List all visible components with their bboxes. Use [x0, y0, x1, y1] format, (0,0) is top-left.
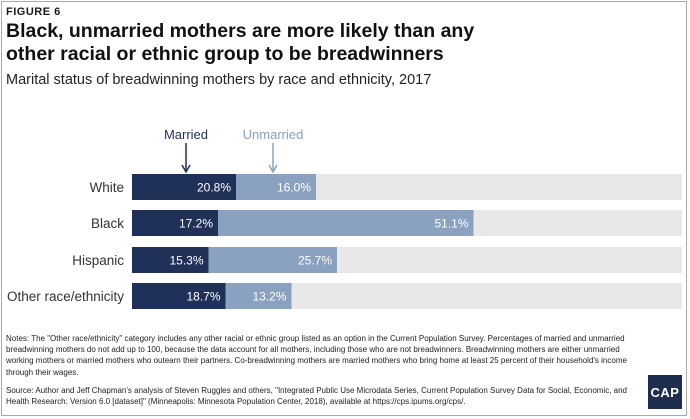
chart-source: Source: Author and Jeff Chapman's analys…	[6, 386, 627, 407]
value-label-married-other-race-ethnicity: 18.7%	[186, 290, 220, 304]
value-label-married-white: 20.8%	[197, 181, 231, 195]
bar-married-white	[132, 174, 236, 200]
category-label-white: White	[89, 180, 124, 195]
legend-unmarried-arrowhead	[268, 164, 278, 174]
chart-subtitle: Marital status of breadwinning mothers b…	[6, 72, 432, 88]
value-label-married-black: 17.2%	[179, 217, 213, 231]
bar-married-black	[132, 210, 218, 236]
category-label-hispanic: Hispanic	[72, 253, 124, 268]
chart-notes: Notes: The "Other race/ethnicity" catego…	[6, 334, 627, 377]
legend-unmarried: Unmarried	[243, 127, 304, 142]
chart-title: Black, unmarried mothers are more likely…	[6, 20, 475, 65]
value-label-married-hispanic: 15.3%	[169, 254, 203, 268]
category-label-other-race-ethnicity: Other race/ethnicity	[7, 289, 124, 304]
bar-married-hispanic	[132, 247, 209, 273]
cap-logo: CAP	[648, 375, 682, 409]
figure-label: FIGURE 6	[6, 6, 61, 18]
bar-unmarried-hispanic	[208, 247, 337, 273]
bar-unmarried-white	[236, 174, 316, 200]
bar-married-other-race-ethnicity	[132, 283, 226, 309]
legend-married-arrowhead	[181, 164, 191, 174]
stacked-bar-chart: Married Unmarried White 20.8% 16.0% Black 17.…	[7, 127, 682, 309]
bar-unmarried-other-race-ethnicity	[225, 283, 292, 309]
value-label-unmarried-other-race-ethnicity: 13.2%	[252, 290, 286, 304]
value-label-unmarried-hispanic: 25.7%	[298, 254, 332, 268]
value-label-unmarried-black: 51.1%	[434, 217, 468, 231]
legend-married: Married	[164, 127, 208, 142]
category-label-black: Black	[91, 216, 124, 231]
value-label-unmarried-white: 16.0%	[277, 181, 311, 195]
bar-unmarried-black	[218, 210, 474, 236]
